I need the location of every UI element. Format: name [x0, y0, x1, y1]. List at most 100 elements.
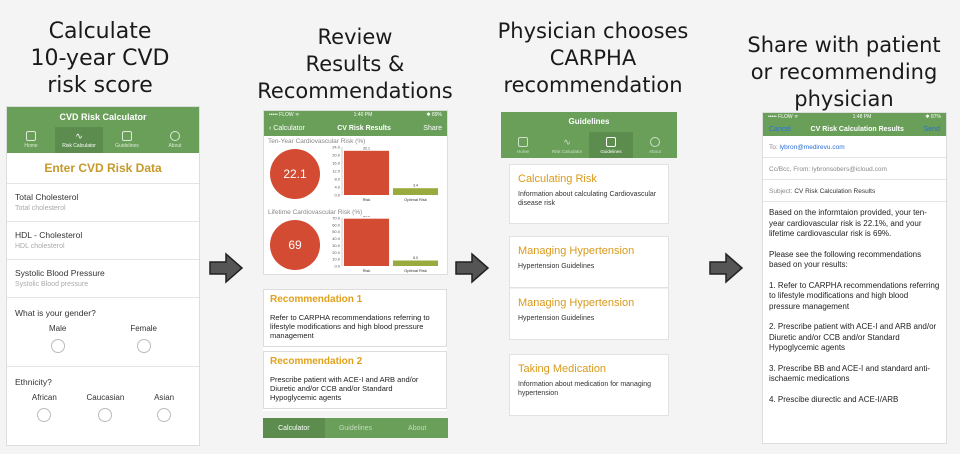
total-cholesterol-field[interactable]: Total Cholesterol Total cholesterol: [7, 184, 199, 222]
ethnicity-option-caucasian[interactable]: Caucasian: [86, 393, 125, 422]
lifetime-label: Lifetime Cardiovascular Risk (%): [268, 209, 363, 216]
tab-calculator[interactable]: Calculator: [263, 418, 325, 438]
tab-label: Guidelines: [115, 143, 139, 149]
radio-button[interactable]: [157, 408, 172, 422]
to-label: To:: [769, 144, 778, 151]
radio-button[interactable]: [136, 339, 151, 353]
step2-heading: Review Results & Recommendations: [240, 24, 470, 105]
home-icon: [26, 131, 36, 141]
tab-guidelines[interactable]: Guidelines: [589, 132, 633, 158]
tab-label: Home: [516, 148, 529, 154]
radio-button[interactable]: [50, 339, 65, 353]
email-paragraph: Please see the following recommendations…: [769, 249, 922, 270]
status-time: 1:40 PM: [353, 112, 373, 118]
radio-button[interactable]: [37, 408, 52, 422]
tab-about[interactable]: About: [151, 127, 199, 153]
tab-guidelines[interactable]: Guidelines: [103, 127, 151, 153]
hdl-cholesterol-input[interactable]: HDL cholesterol: [15, 243, 65, 250]
y-tick-label: 16.0: [332, 161, 341, 166]
guideline-title: Calculating Risk: [518, 173, 597, 185]
y-tick-label: 60.0: [332, 222, 341, 227]
option-label: Caucasian: [86, 393, 125, 402]
guideline-card-hypertension[interactable]: Managing Hypertension Hypertension Guide…: [509, 288, 669, 340]
bar: [392, 188, 439, 195]
lifetime-chart-area: 69 0.0 10.0 20.0 30.0 40.0 50.0 60.0 70.0 69.0 Ri…: [264, 216, 447, 274]
calculator-tabbar: Home ∿ Risk Calculator Guidelines About: [7, 127, 199, 153]
radio-button[interactable]: [98, 408, 113, 422]
results-screen: ••••• FLOW ᯤ 1:40 PM ✱ 89% ‹ Calculator …: [263, 110, 448, 275]
x-tick-label: Risk: [363, 197, 371, 202]
guideline-card-hypertension[interactable]: Managing Hypertension Hypertension Guide…: [509, 236, 669, 288]
ethnicity-question: Ethnicity?: [15, 377, 52, 387]
lifetime-risk-value: 69: [288, 238, 302, 252]
battery-text: ✱ 89%: [426, 112, 442, 118]
tab-label: Risk Calculator: [62, 143, 96, 149]
cc-field[interactable]: Cc/Bcc, From: lybronsobers@icloud.com: [763, 158, 946, 180]
send-button[interactable]: Send: [923, 125, 940, 133]
results-title: CV Risk Results: [337, 124, 391, 132]
bar: [343, 150, 390, 195]
guideline-desc: Information about medication for managin…: [518, 381, 652, 397]
y-tick-label: 20.0: [332, 250, 341, 255]
ethnicity-option-asian[interactable]: Asian: [154, 393, 174, 422]
guideline-card-medication[interactable]: Taking Medication Information about medi…: [509, 354, 669, 416]
ethnicity-option-african[interactable]: African: [32, 393, 57, 422]
recommendation-card[interactable]: Recommendation 1 Refer to CARPHA recomme…: [263, 289, 447, 347]
tab-about[interactable]: About: [633, 132, 677, 158]
gender-option-female[interactable]: Female: [130, 324, 157, 353]
tab-label: Risk Calculator: [551, 148, 583, 154]
back-button[interactable]: ‹ Calculator: [269, 124, 305, 132]
subject-value[interactable]: CV Risk Calculation Results: [794, 188, 876, 195]
ten-year-risk-circle: 22.1: [270, 149, 320, 199]
calculator-screen: CVD Risk Calculator Home ∿ Risk Calculato…: [6, 106, 200, 446]
y-tick-label: 10.0: [332, 257, 341, 262]
hdl-cholesterol-field[interactable]: HDL - Cholesterol HDL cholesterol: [7, 222, 199, 260]
systolic-bp-input[interactable]: Systolic Blood pressure: [15, 281, 89, 288]
total-cholesterol-input[interactable]: Total cholesterol: [15, 205, 66, 212]
gender-option-male[interactable]: Male: [49, 324, 66, 353]
to-value[interactable]: lybron@medirevu.com: [779, 144, 845, 151]
tab-guidelines[interactable]: Guidelines: [338, 424, 373, 432]
heading-line: recommendation: [503, 73, 683, 97]
email-title: CV Risk Calculation Results: [810, 125, 904, 133]
subject-field[interactable]: Subject: CV Risk Calculation Results: [763, 180, 946, 202]
carrier-text: ••••• FLOW ᯤ: [768, 114, 799, 120]
field-label: HDL - Cholesterol: [15, 230, 83, 240]
cancel-button[interactable]: Cancel: [769, 125, 791, 133]
tab-risk-calculator[interactable]: ∿ Risk Calculator: [55, 127, 103, 153]
email-paragraph: 4. Prescibe diurectic and ACE-I/ARB: [769, 394, 899, 404]
recommendation-card[interactable]: Recommendation 2 Prescribe patient with …: [263, 351, 447, 409]
tab-home[interactable]: Home: [7, 127, 55, 153]
email-body[interactable]: Based on the informtaion provided, your …: [763, 202, 946, 421]
home-icon: [518, 136, 528, 147]
email-paragraph: Based on the informtaion provided, your …: [769, 208, 927, 238]
bar-value-label: 22.1: [363, 146, 370, 150]
option-label: Asian: [154, 393, 175, 402]
cc-value: lybronsobers@icloud.com: [811, 166, 887, 173]
y-tick-label: 20.0: [332, 153, 341, 158]
lifetime-bar-chart: 0.0 10.0 20.0 30.0 40.0 50.0 60.070.0 69.0 Risk 8…: [332, 216, 439, 273]
email-navbar: Cancel CV Risk Calculation Results Send: [763, 122, 946, 136]
tab-home[interactable]: Home: [501, 132, 545, 158]
tab-risk-calculator[interactable]: ∿ Risk Calculator: [545, 132, 589, 158]
guideline-card-calculating-risk[interactable]: Calculating Risk Information about calcu…: [509, 164, 669, 224]
systolic-bp-field[interactable]: Systolic Blood Pressure Systolic Blood p…: [7, 260, 199, 298]
to-field[interactable]: To: lybron@medirevu.com: [763, 136, 946, 158]
x-tick-label: Risk: [363, 268, 371, 273]
results-navbar: ‹ Calculator CV Risk Results Share: [264, 120, 447, 136]
share-button[interactable]: Share: [423, 124, 442, 132]
bar: [343, 218, 390, 266]
email-paragraph: 3. Prescribe BB and ACE-I and standard a…: [769, 363, 930, 384]
y-tick-label: 70.0: [332, 216, 341, 221]
heading-line: 10-year CVD: [30, 46, 170, 71]
guideline-desc: Information about calculating Cardiovasc…: [518, 191, 657, 207]
cc-label: Cc/Bcc, From:: [769, 166, 811, 173]
guideline-title: Managing Hypertension: [518, 297, 635, 309]
heading-line: physician: [794, 87, 894, 111]
heading-line: or recommending: [750, 60, 938, 84]
recommendation-title: Recommendation 2: [270, 356, 363, 367]
tab-about[interactable]: About: [408, 424, 427, 432]
field-label: Systolic Blood Pressure: [15, 268, 105, 278]
field-label: Total Cholesterol: [15, 192, 79, 202]
ten-year-risk-value: 22.1: [283, 167, 307, 181]
